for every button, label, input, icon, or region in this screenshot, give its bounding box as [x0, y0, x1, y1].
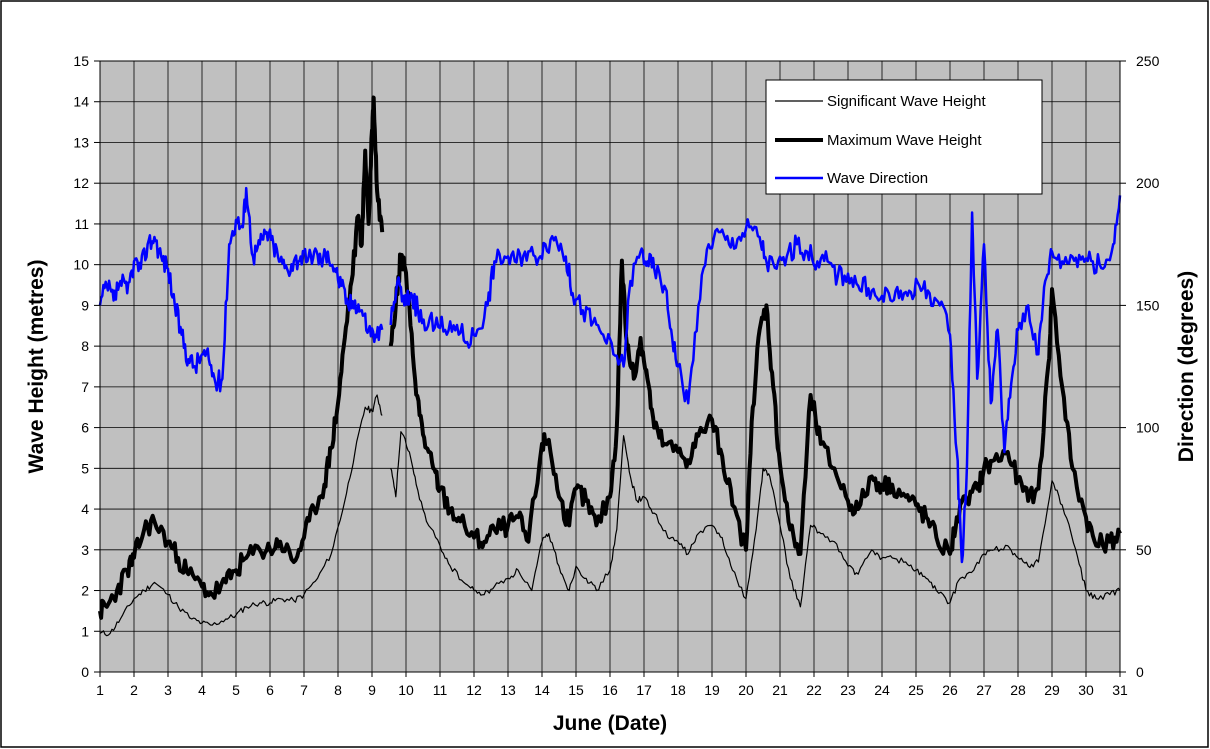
x-tick-label: 18 [670, 682, 686, 698]
y-tick-label: 13 [73, 134, 89, 150]
y2-tick-label: 150 [1136, 297, 1160, 313]
y-tick-label: 12 [73, 175, 89, 191]
x-tick-label: 29 [1044, 682, 1060, 698]
x-tick-label: 7 [300, 682, 308, 698]
y-tick-label: 6 [81, 420, 89, 436]
x-tick-label: 10 [398, 682, 414, 698]
x-tick-label: 28 [1010, 682, 1026, 698]
x-tick-label: 16 [602, 682, 618, 698]
y2-tick-label: 50 [1136, 542, 1152, 558]
x-tick-label: 20 [738, 682, 754, 698]
x-tick-label: 2 [130, 682, 138, 698]
x-tick-label: 22 [806, 682, 822, 698]
y2-tick-label: 250 [1136, 53, 1160, 69]
x-tick-label: 1 [96, 682, 104, 698]
x-tick-label: 25 [908, 682, 924, 698]
y-tick-label: 14 [73, 94, 89, 110]
y-axis-title: Wave Height (metres) [25, 260, 48, 474]
legend: Significant Wave Height Maximum Wave Hei… [765, 79, 1043, 195]
x-tick-label: 9 [368, 682, 376, 698]
y-tick-label: 3 [81, 542, 89, 558]
series-layer [98, 95, 1122, 637]
series-line-maximum-wave-height-1 [98, 95, 385, 620]
x-tick-label: 21 [772, 682, 788, 698]
y-tick-label: 2 [81, 583, 89, 599]
y-tick-label: 4 [81, 501, 89, 517]
x-tick-label: 8 [334, 682, 342, 698]
x-tick-label: 15 [568, 682, 584, 698]
x-tick-label: 5 [232, 682, 240, 698]
series-line-significant-wave-height-2 [390, 431, 1121, 608]
y-tick-label: 7 [81, 379, 89, 395]
x-tick-label: 17 [636, 682, 652, 698]
y-tick-label: 10 [73, 257, 89, 273]
legend-box [765, 79, 1043, 195]
x-tick-label: 26 [942, 682, 958, 698]
y-tick-label: 8 [81, 338, 89, 354]
x-tick-label: 3 [164, 682, 172, 698]
x-tick-label: 6 [266, 682, 274, 698]
y2-tick-label: 200 [1136, 175, 1160, 191]
right-axis-ticks: 0 50 100 150 200 250 [1120, 53, 1160, 680]
y-tick-label: 5 [81, 460, 89, 476]
y2-tick-label: 100 [1136, 420, 1160, 436]
x-tick-label: 14 [534, 682, 550, 698]
y-tick-label: 9 [81, 297, 89, 313]
y-tick-label: 0 [81, 664, 89, 680]
x-tick-label: 30 [1078, 682, 1094, 698]
x-tick-label: 4 [198, 682, 206, 698]
x-tick-label: 24 [874, 682, 890, 698]
x-tick-label: 13 [500, 682, 516, 698]
legend-label-maximum: Maximum Wave Height [827, 132, 982, 149]
legend-label-significant: Significant Wave Height [827, 93, 987, 110]
y2-axis-title: Direction (degrees) [1175, 271, 1198, 462]
x-tick-label: 11 [433, 682, 448, 698]
x-tick-label: 27 [976, 682, 992, 698]
legend-label-direction: Wave Direction [827, 170, 928, 187]
series-line-significant-wave-height-1 [99, 394, 383, 637]
x-axis-ticks: 1 2 3 4 5 6 7 8 9 10 11 12 13 14 15 16 17 18 19 20 21 22 23 24 2… [96, 672, 1128, 698]
x-axis-title: June (Date) [553, 712, 667, 735]
series-line-wave-direction-1 [98, 186, 384, 393]
x-tick-label: 31 [1112, 682, 1128, 698]
y-tick-label: 15 [73, 53, 89, 69]
x-tick-label: 12 [466, 682, 482, 698]
x-tick-label: 23 [840, 682, 856, 698]
x-tick-label: 19 [704, 682, 720, 698]
y-tick-label: 11 [74, 216, 89, 232]
y2-tick-label: 0 [1136, 664, 1144, 680]
y-tick-label: 1 [81, 623, 89, 639]
series-line-maximum-wave-height-2 [388, 252, 1122, 556]
series-line-wave-direction-2 [389, 195, 1122, 564]
